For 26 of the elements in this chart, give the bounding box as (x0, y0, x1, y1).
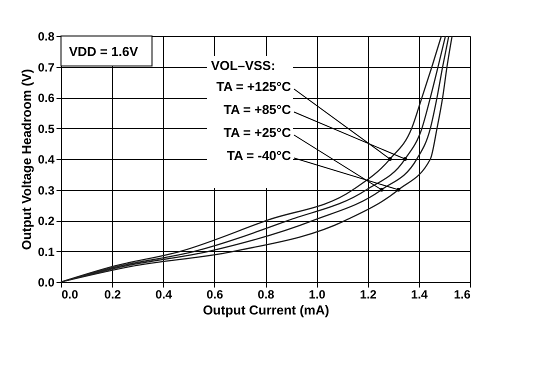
x-tick-label: 0.8 (258, 288, 275, 302)
x-tick-label: 1.2 (360, 288, 377, 302)
y-tick-label: 0.5 (38, 122, 55, 136)
text: TA = +85°C (224, 102, 292, 117)
y-tick-label: 0.4 (38, 152, 55, 166)
y-tick-label: 0.2 (38, 214, 55, 228)
y-axis-title: Output Voltage Headroom (V) (18, 68, 34, 250)
x-tick-label: 0.0 (62, 288, 79, 302)
y-tick-label: 0.1 (38, 244, 55, 259)
x-tick-label: 0.2 (104, 288, 122, 302)
annotation: VDD = 1.6V (69, 44, 138, 59)
text: TA = -40°C (226, 148, 292, 163)
y-tick-label: 0.7 (38, 60, 55, 74)
x-tick-label: 0.4 (155, 288, 172, 302)
y-tick-label: 0.6 (38, 91, 55, 105)
x-tick-label: 1.6 (454, 288, 471, 302)
y-tick-label: 0.0 (38, 276, 55, 290)
y-tick-label: 0.8 (38, 30, 55, 44)
x-tick-label: 1.4 (411, 288, 428, 302)
text: TA = +25°C (224, 125, 292, 140)
x-tick-label: 0.6 (206, 288, 224, 302)
y-tick-label: 0.3 (38, 183, 55, 198)
annotation: VOL–VSS: (211, 58, 276, 73)
x-axis-title: Output Current (mA) (202, 302, 330, 318)
text: TA = +125°C (216, 79, 292, 94)
x-tick-label: 1.0 (308, 288, 326, 302)
